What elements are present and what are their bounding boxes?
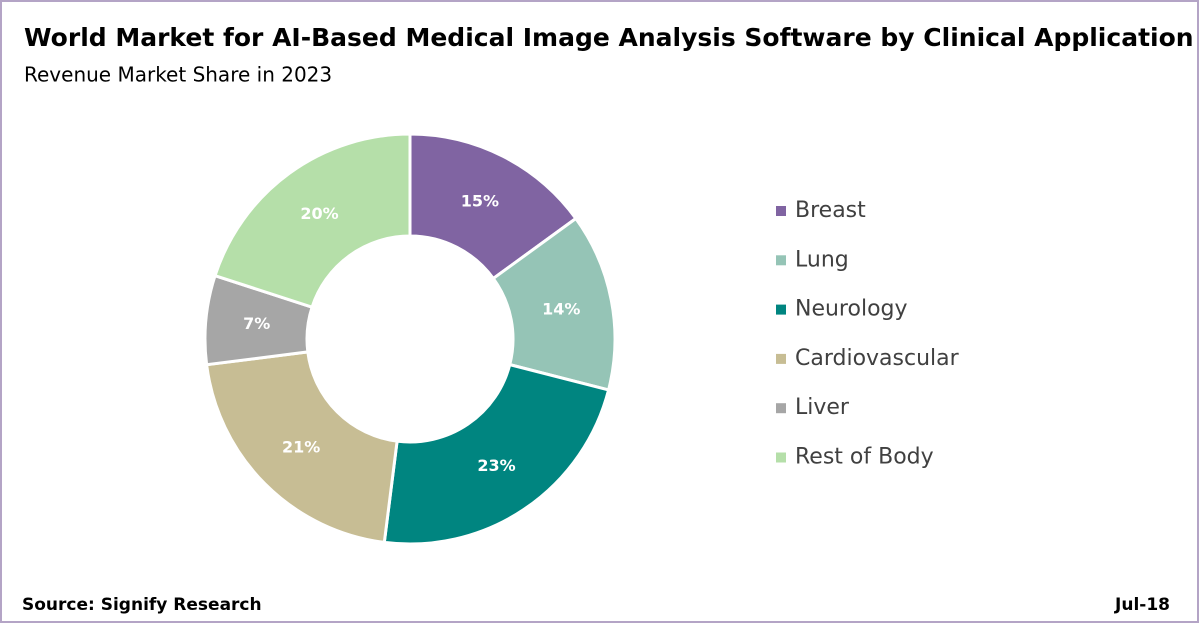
legend-label: Rest of Body (795, 445, 934, 470)
data-label: 15% (461, 191, 499, 210)
data-label: 21% (282, 437, 320, 456)
legend-swatch (776, 403, 786, 414)
date: Jul-18 (1114, 595, 1170, 615)
source: Source: Signify Research (22, 595, 262, 615)
donut-slice (491, 216, 617, 392)
legend-swatch (776, 255, 786, 266)
data-label: 7% (243, 314, 270, 333)
legend-swatch (776, 452, 786, 463)
legend-swatch (776, 304, 786, 315)
chart-subtitle: Revenue Market Share in 2023 (24, 63, 332, 87)
donut-slice (408, 132, 578, 281)
data-label: 14% (542, 300, 580, 319)
data-label: 23% (477, 456, 515, 475)
chart-title: World Market for AI-Based Medical Image … (24, 23, 1194, 52)
donut-slice (382, 362, 611, 546)
legend-label: Lung (795, 247, 849, 272)
donut-slice (204, 350, 399, 545)
legend-swatch (776, 206, 786, 216)
data-label: 20% (300, 204, 338, 223)
legend-label: Breast (795, 198, 866, 223)
legend-label: Liver (795, 395, 850, 420)
legend-label: Cardiovascular (795, 346, 960, 371)
legend-swatch (776, 353, 786, 364)
donut-slice (213, 132, 412, 310)
legend-label: Neurology (795, 297, 908, 322)
